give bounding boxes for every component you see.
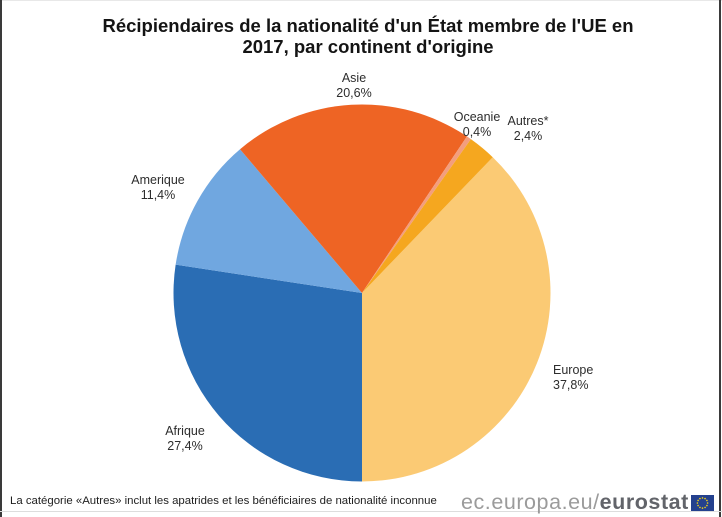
slice-value-afrique: 27,4% <box>167 439 203 453</box>
frame-right-border <box>719 0 721 517</box>
slice-name-oceanie: Oceanie <box>453 110 501 124</box>
logo-url-prefix: ec.europa.eu/ <box>461 490 600 514</box>
slice-label-afrique: Afrique 27,4% <box>165 424 205 454</box>
flag-star <box>701 507 704 509</box>
flag-star <box>696 502 699 504</box>
slice-label-asie: Asie 20,6% <box>336 71 371 101</box>
flag-star <box>706 502 709 504</box>
slice-name-asie: Asie <box>341 71 367 85</box>
flag-star <box>697 504 699 507</box>
pie-slice-oceanie <box>362 136 471 293</box>
flag-star <box>706 504 708 507</box>
pie-slice-europe <box>362 157 551 482</box>
flag-star <box>706 499 708 502</box>
footnote: La catégorie «Autres» inclut les apatrid… <box>10 494 437 507</box>
logo-brand: eurostat <box>599 490 689 514</box>
flag-star <box>701 497 704 499</box>
slice-value-amerique: 11,4% <box>140 188 176 202</box>
slice-label-europe: Europe 37,8% <box>553 363 593 393</box>
flag-star <box>704 497 706 500</box>
slice-label-amerique: Amerique 11,4% <box>131 173 185 203</box>
chart-title-line1: Récipiendaires de la nationalité d'un Ét… <box>102 15 634 36</box>
slice-value-oceanie: 0,4% <box>462 125 492 139</box>
eurostat-logo: ec.europa.eu/eurostat <box>461 490 689 514</box>
chart-title: Récipiendaires de la nationalité d'un Ét… <box>0 15 722 57</box>
pie-slice-asie <box>240 104 467 294</box>
flag-star <box>697 499 699 502</box>
slice-label-oceanie: Oceanie 0,4% <box>454 110 501 140</box>
slice-value-autres: 2,4% <box>513 129 543 143</box>
slice-value-europe: 37,8% <box>553 378 589 392</box>
flag-star <box>704 506 706 509</box>
frame-top-line <box>0 0 722 1</box>
slice-name-autres: Autres* <box>507 114 549 128</box>
slice-name-amerique: Amerique <box>131 173 185 187</box>
chart-title-line2: 2017, par continent d'origine <box>242 36 494 57</box>
slice-name-europe: Europe <box>553 363 594 377</box>
flag-star <box>699 497 701 500</box>
flag-star <box>699 506 701 509</box>
eu-flag-icon <box>691 495 714 511</box>
frame-bottom-line <box>0 511 722 512</box>
pie-slice-afrique <box>173 264 362 482</box>
frame-left-border <box>0 0 2 517</box>
slice-name-afrique: Afrique <box>165 424 205 438</box>
pie-slice-autres <box>362 139 493 293</box>
pie-slice-amerique <box>175 149 362 293</box>
slice-value-asie: 20,6% <box>336 86 372 100</box>
slice-label-autres: Autres* 2,4% <box>508 114 549 144</box>
